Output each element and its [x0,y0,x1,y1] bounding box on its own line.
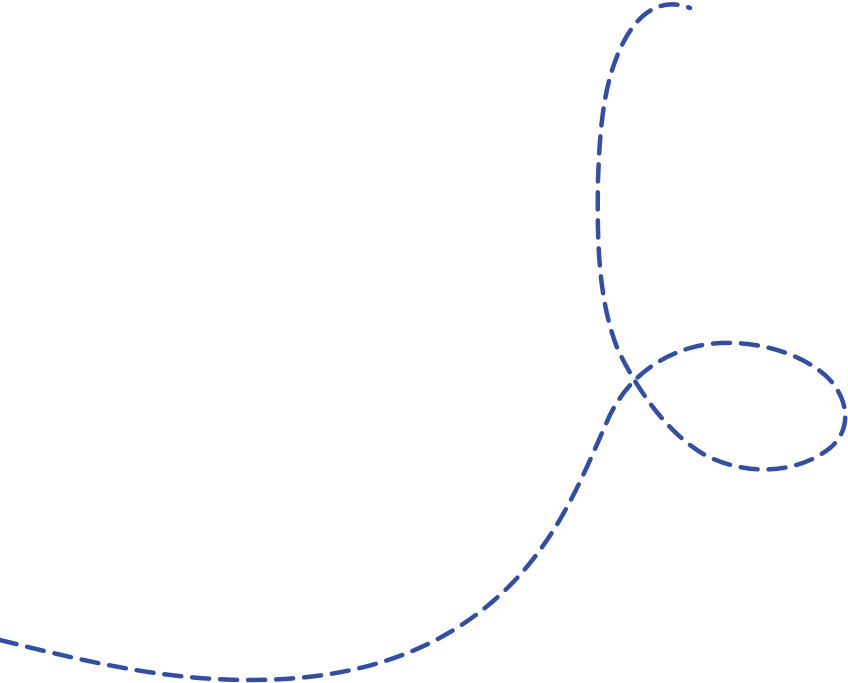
canvas [0,2,848,683]
dashed-curve-graphic [0,2,848,683]
dashed-curve-path [0,2,848,683]
